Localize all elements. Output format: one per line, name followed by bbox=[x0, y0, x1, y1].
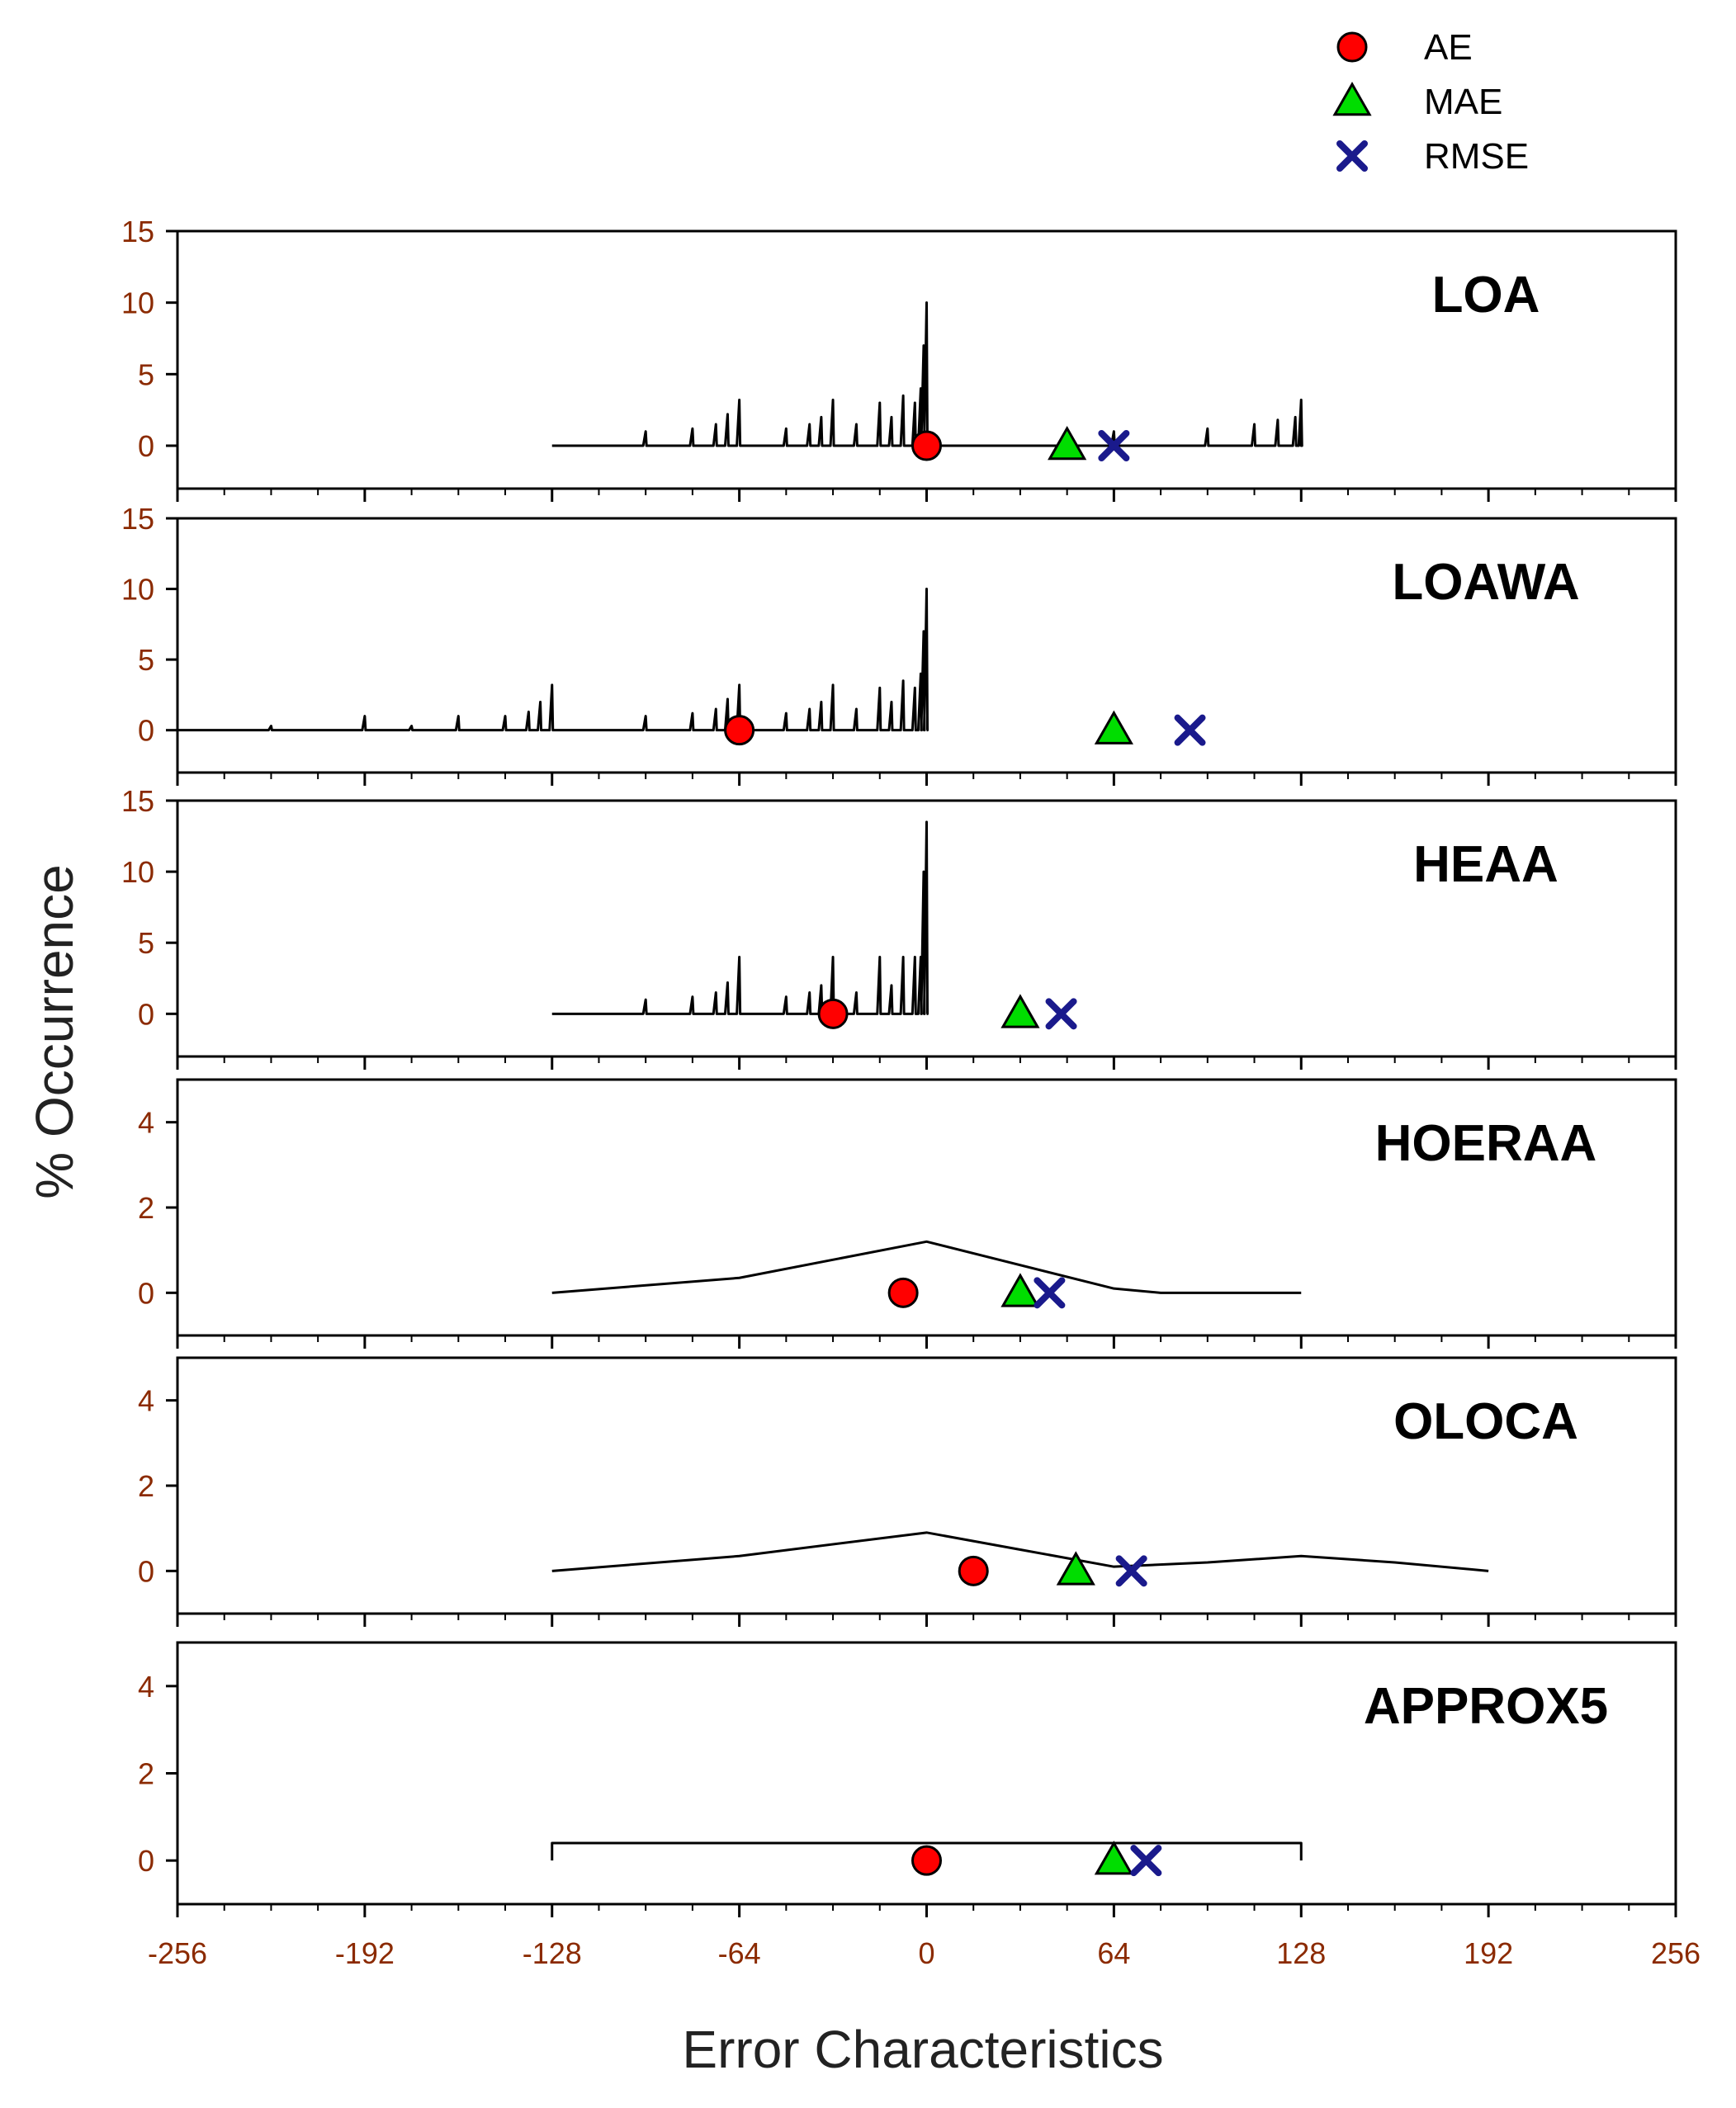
y-tick-label: 4 bbox=[138, 1384, 154, 1418]
y-tick-label: 0 bbox=[138, 714, 154, 748]
y-tick-label: 5 bbox=[138, 357, 154, 391]
marker-ae bbox=[911, 430, 942, 461]
marker-mae bbox=[1048, 425, 1087, 461]
x-axis-title: Error Characteristics bbox=[682, 2020, 1163, 2079]
marker-rmse bbox=[1034, 1277, 1066, 1309]
marker-mae bbox=[1094, 710, 1133, 744]
marker-ae bbox=[958, 1555, 989, 1586]
panel-title: LOA bbox=[1432, 267, 1540, 324]
panel-title: OLOCA bbox=[1393, 1393, 1578, 1450]
marker-mae bbox=[1094, 1841, 1133, 1875]
series-line bbox=[551, 1841, 1303, 1861]
x-tick-label: 192 bbox=[1464, 1936, 1513, 1970]
y-tick-label: 0 bbox=[138, 997, 154, 1031]
marker-mae bbox=[1056, 1551, 1095, 1586]
legend-label-rmse: RMSE bbox=[1424, 136, 1529, 177]
y-tick-label: 15 bbox=[121, 784, 154, 818]
panel-oloca: 0 2 4 OLOCA bbox=[138, 1356, 1677, 1627]
y-tick-label: 4 bbox=[138, 1106, 154, 1140]
y-tick-label: 0 bbox=[138, 1276, 154, 1310]
marker-mae bbox=[1000, 994, 1040, 1028]
legend-label-mae: MAE bbox=[1424, 82, 1502, 122]
x-tick-label: 128 bbox=[1276, 1936, 1326, 1970]
y-tick-label: 2 bbox=[138, 1757, 154, 1791]
marker-rmse bbox=[1115, 1555, 1147, 1587]
y-tick-label: 2 bbox=[138, 1469, 154, 1503]
y-tick-label: 4 bbox=[138, 1670, 154, 1704]
y-tick-label: 0 bbox=[138, 429, 154, 463]
x-tick-label: 64 bbox=[1097, 1936, 1130, 1970]
marker-mae bbox=[1000, 1273, 1040, 1307]
x-tick-label: 256 bbox=[1651, 1936, 1701, 1970]
panel-title: HEAA bbox=[1413, 836, 1559, 893]
series-line bbox=[177, 588, 929, 732]
y-tick-label: 2 bbox=[138, 1191, 154, 1225]
panel-heaa: 0 5 10 15 HEAA bbox=[121, 784, 1677, 1070]
legend: AE MAE RMSE bbox=[1332, 27, 1529, 177]
legend-label-ae: AE bbox=[1424, 27, 1473, 68]
y-axis-title: % Occurrence bbox=[25, 864, 84, 1198]
panel-title: LOAWA bbox=[1392, 554, 1579, 611]
x-tick-label: 0 bbox=[918, 1936, 934, 1970]
x-tick-label: -192 bbox=[335, 1936, 395, 1970]
marker-ae bbox=[817, 998, 849, 1029]
marker-rmse bbox=[1045, 998, 1077, 1030]
y-tick-label: 0 bbox=[138, 1844, 154, 1878]
series-line bbox=[551, 301, 1303, 447]
panel-title: APPROX5 bbox=[1364, 1678, 1608, 1735]
x-tick-label: -64 bbox=[718, 1936, 761, 1970]
marker-rmse bbox=[1098, 430, 1130, 461]
y-tick-label: 10 bbox=[121, 286, 154, 320]
y-tick-label: 5 bbox=[138, 926, 154, 960]
panel-loa: 0 5 10 15 LOA bbox=[121, 215, 1677, 502]
legend-marker-mae bbox=[1332, 81, 1372, 116]
marker-ae bbox=[887, 1277, 919, 1308]
marker-ae bbox=[911, 1845, 942, 1876]
legend-marker-ae bbox=[1336, 31, 1368, 63]
x-axis: -256 -192 -128 -64 0 64 128 192 256 bbox=[148, 1936, 1701, 1970]
panel-loawa: 0 5 10 15 LOAWA bbox=[121, 502, 1677, 786]
y-tick-label: 10 bbox=[121, 855, 154, 889]
series-line bbox=[551, 1531, 1489, 1572]
y-tick-label: 0 bbox=[138, 1554, 154, 1588]
series-line bbox=[551, 820, 929, 1015]
x-tick-label: -128 bbox=[523, 1936, 582, 1970]
panel-hoeraa: 0 2 4 HOERAA bbox=[138, 1078, 1677, 1349]
marker-ae bbox=[724, 715, 755, 746]
legend-marker-rmse bbox=[1336, 140, 1368, 172]
marker-rmse bbox=[1174, 714, 1206, 746]
marker-rmse bbox=[1130, 1845, 1162, 1877]
y-tick-label: 10 bbox=[121, 573, 154, 607]
y-tick-label: 15 bbox=[121, 502, 154, 536]
panel-approx5: 0 2 4 APPROX5 bbox=[138, 1641, 1677, 1917]
y-tick-label: 5 bbox=[138, 643, 154, 677]
panel-title: HOERAA bbox=[1375, 1115, 1597, 1172]
series-line bbox=[551, 1240, 1302, 1294]
y-tick-label: 15 bbox=[121, 215, 154, 248]
x-tick-label: -256 bbox=[148, 1936, 207, 1970]
